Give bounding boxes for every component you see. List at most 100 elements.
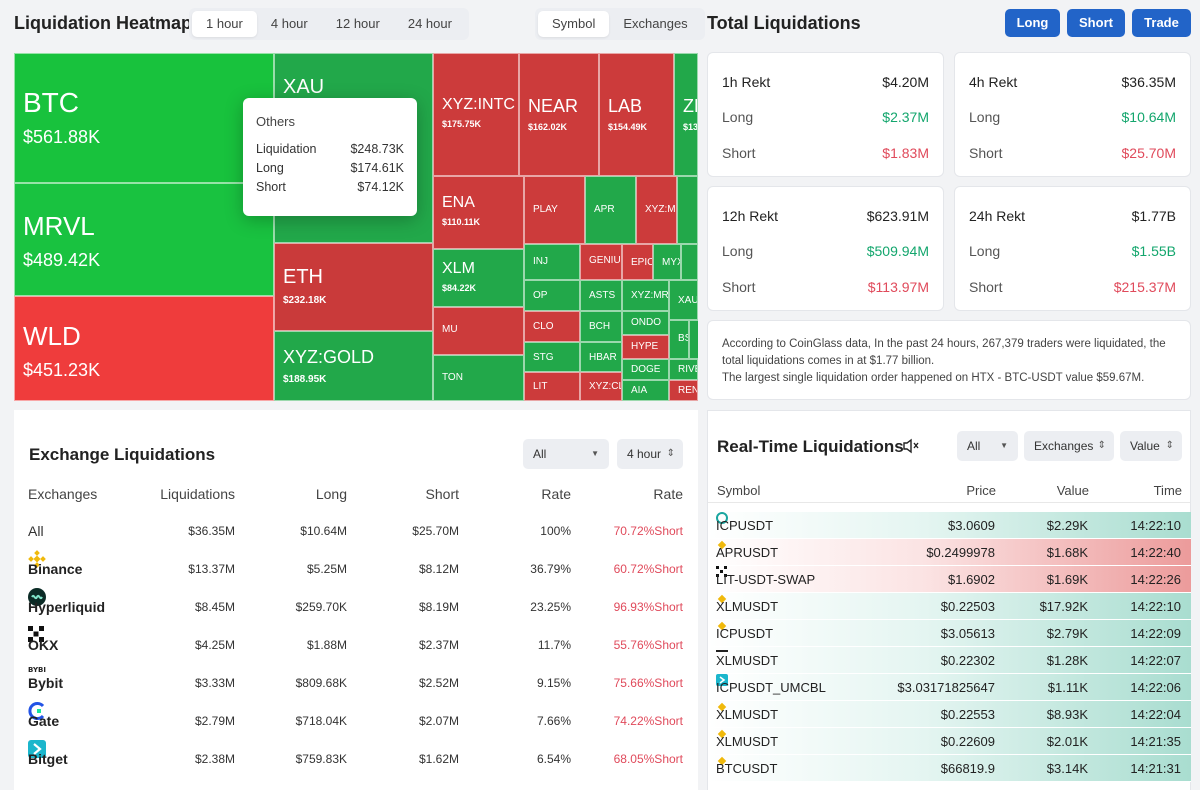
tile-near[interactable]: NEAR $162.02K [519, 53, 599, 176]
exchange-name: Hyperliquid [28, 599, 106, 615]
tooltip-row: Liquidation $248.73K [256, 142, 404, 156]
tile-xyz-mi[interactable]: XYZ:MI [636, 176, 677, 244]
tile-ze[interactable]: ZE $13 [674, 53, 698, 176]
tile-bs[interactable]: BS [669, 320, 689, 359]
exchange-row[interactable]: Binance $13.37M $5.25M $8.12M 36.79% 60.72%Sh… [14, 550, 697, 588]
tile-hbar[interactable]: HBAR [580, 342, 622, 372]
tile-wld[interactable]: WLD $451.23K [14, 296, 274, 401]
exchange-short: $25.70M [412, 524, 459, 538]
realtime-row[interactable]: ICPUSDT $3.0609 $2.29K 14:22:10 [708, 512, 1191, 539]
exchange-short: $8.12M [418, 562, 459, 576]
tile-asts[interactable]: ASTS [580, 280, 622, 311]
exchange-rate: 36.79% [530, 562, 571, 576]
tile-epic[interactable]: EPIC [622, 244, 653, 280]
tab-exchanges[interactable]: Exchanges [623, 16, 688, 31]
realtime-row[interactable]: APRUSDT $0.2499978 $1.68K 14:22:40 [708, 539, 1191, 566]
tile-mrvl[interactable]: MRVL $489.42K [14, 183, 274, 296]
exchange-liquidations: $36.35M [188, 524, 235, 538]
exchange-period-select[interactable]: 4 hour ⇕ [617, 439, 683, 469]
tooltip-row: Long $174.61K [256, 161, 404, 175]
realtime-time: 14:22:04 [1130, 707, 1181, 722]
tile-small-3[interactable] [689, 320, 698, 359]
realtime-time: 14:22:26 [1130, 572, 1181, 587]
tile-lit[interactable]: LIT [524, 372, 580, 401]
realtime-exchanges-select[interactable]: Exchanges ⇕ [1024, 431, 1114, 461]
realtime-value: $1.69K [1046, 572, 1088, 587]
tile-ena[interactable]: ENA $110.11K [433, 176, 524, 249]
tile-xlm[interactable]: XLM $84.22K [433, 249, 524, 307]
tile-small-1[interactable] [677, 176, 698, 244]
tile-op[interactable]: OP [524, 280, 580, 311]
tile-bch[interactable]: BCH [580, 311, 622, 342]
tile-apr[interactable]: APR [585, 176, 636, 244]
tile-myx[interactable]: MYX [653, 244, 681, 280]
realtime-time: 14:22:06 [1130, 680, 1181, 695]
tile-clo[interactable]: CLO [524, 311, 580, 342]
tile-stg[interactable]: STG [524, 342, 580, 372]
tile-aia[interactable]: AIA [622, 380, 669, 401]
tile-xau-small[interactable]: XAU [669, 280, 698, 320]
binance-icon [716, 701, 729, 713]
tile-renc[interactable]: RENC [669, 380, 698, 401]
realtime-row[interactable]: XLMUSDT $0.22609 $2.01K 14:21:35 [708, 728, 1191, 755]
realtime-symbol: XLMUSDT [716, 734, 779, 749]
tab-24-hour[interactable]: 24 hour [407, 16, 452, 31]
tile-xyz-intc[interactable]: XYZ:INTC $175.75K [433, 53, 519, 176]
exchange-rate: 7.66% [536, 714, 571, 728]
realtime-symbol: BTCUSDT [716, 761, 778, 776]
tile-inj[interactable]: INJ [524, 244, 580, 280]
exchange-rate: 9.15% [536, 676, 571, 690]
tile-xyz-gold[interactable]: XYZ:GOLD $188.95K [274, 331, 433, 401]
exchange-row[interactable]: Hyperliquid $8.45M $259.70K $8.19M 23.25% 96.… [14, 588, 697, 626]
tile-xyz-cl[interactable]: XYZ:CL [580, 372, 622, 401]
exchange-row[interactable]: BYBITBybit $3.33M $809.68K $2.52M 9.15% 75.66… [14, 664, 697, 702]
tile-play[interactable]: PLAY [524, 176, 585, 244]
realtime-time: 14:22:10 [1130, 518, 1181, 533]
realtime-row[interactable]: XLMUSDT $0.22503 $17.92K 14:22:10 [708, 593, 1191, 620]
tile-lab[interactable]: LAB $154.49K [599, 53, 674, 176]
realtime-price: $0.22302 [940, 653, 995, 668]
exchange-liquidations-panel: Exchange Liquidations All ▼ 4 hour ⇕ Exc… [14, 410, 698, 790]
rekt-card-24h: 24h Rekt $1.77B Long $1.55B Short $215.37M [954, 186, 1191, 311]
tile-doge[interactable]: DOGE [622, 359, 669, 380]
tab-4-hour[interactable]: 4 hour [270, 16, 308, 31]
rekt-card-4h: 4h Rekt $36.35M Long $10.64M Short $25.70M [954, 52, 1191, 177]
realtime-value: $2.01K [1046, 734, 1088, 749]
tile-xyz-mr[interactable]: XYZ:MR [622, 280, 669, 311]
exchange-filter-select[interactable]: All ▼ [523, 439, 609, 469]
tile-small-2[interactable] [681, 244, 698, 280]
tile-mu[interactable]: MU [433, 307, 524, 355]
tile-hype[interactable]: HYPE [622, 335, 669, 359]
tab-1-hour[interactable]: 1 hour [192, 11, 257, 37]
tab-symbol[interactable]: Symbol [538, 11, 610, 37]
exchange-name: Gate [28, 713, 60, 729]
tile-genius[interactable]: GENIUS [580, 244, 622, 280]
mute-icon[interactable] [902, 438, 920, 454]
realtime-filter-select[interactable]: All ▼ [957, 431, 1018, 461]
short-button[interactable]: Short [1067, 9, 1125, 37]
realtime-row[interactable]: BTCUSDT $66819.9 $3.14K 14:21:31 [708, 755, 1191, 782]
exchange-row[interactable]: Gate $2.79M $718.04K $2.07M 7.66% 74.22%Short [14, 702, 697, 740]
realtime-symbol: ICPUSDT [716, 518, 774, 533]
realtime-row[interactable]: XLMUSDT $0.22553 $8.93K 14:22:04 [708, 701, 1191, 728]
realtime-row[interactable]: LIT-USDT-SWAP $1.6902 $1.69K 14:22:26 [708, 566, 1191, 593]
tile-ton[interactable]: TON [433, 355, 524, 401]
long-button[interactable]: Long [1005, 9, 1060, 37]
binance-icon [28, 550, 46, 568]
tile-eth[interactable]: ETH $232.18K [274, 243, 433, 331]
realtime-value-select[interactable]: Value ⇕ [1120, 431, 1182, 461]
exchange-row[interactable]: All $36.35M $10.64M $25.70M 100% 70.72%Short [14, 512, 697, 550]
exchange-row[interactable]: Bitget $2.38M $759.83K $1.62M 6.54% 68.05%Sho… [14, 740, 697, 778]
tab-12-hour[interactable]: 12 hour [335, 16, 380, 31]
exchange-rate: 6.54% [536, 752, 571, 766]
realtime-row[interactable]: XLMUSDT $0.22302 $1.28K 14:22:07 [708, 647, 1191, 674]
tile-rive[interactable]: RIVE [669, 359, 698, 380]
trade-button[interactable]: Trade [1132, 9, 1191, 37]
realtime-row[interactable]: ICPUSDT_UMCBL $3.03171825647 $1.11K 14:22:0… [708, 674, 1191, 701]
realtime-row[interactable]: ICPUSDT $3.05613 $2.79K 14:22:09 [708, 620, 1191, 647]
tile-ondo[interactable]: ONDO [622, 311, 669, 335]
exchange-row[interactable]: OKX $4.25M $1.88M $2.37M 11.7% 55.76%Short [14, 626, 697, 664]
tile-btc[interactable]: BTC $561.88K [14, 53, 274, 183]
realtime-value: $8.93K [1046, 707, 1088, 722]
time-range-tabs: 1 hour 4 hour 12 hour 24 hour [189, 8, 469, 40]
